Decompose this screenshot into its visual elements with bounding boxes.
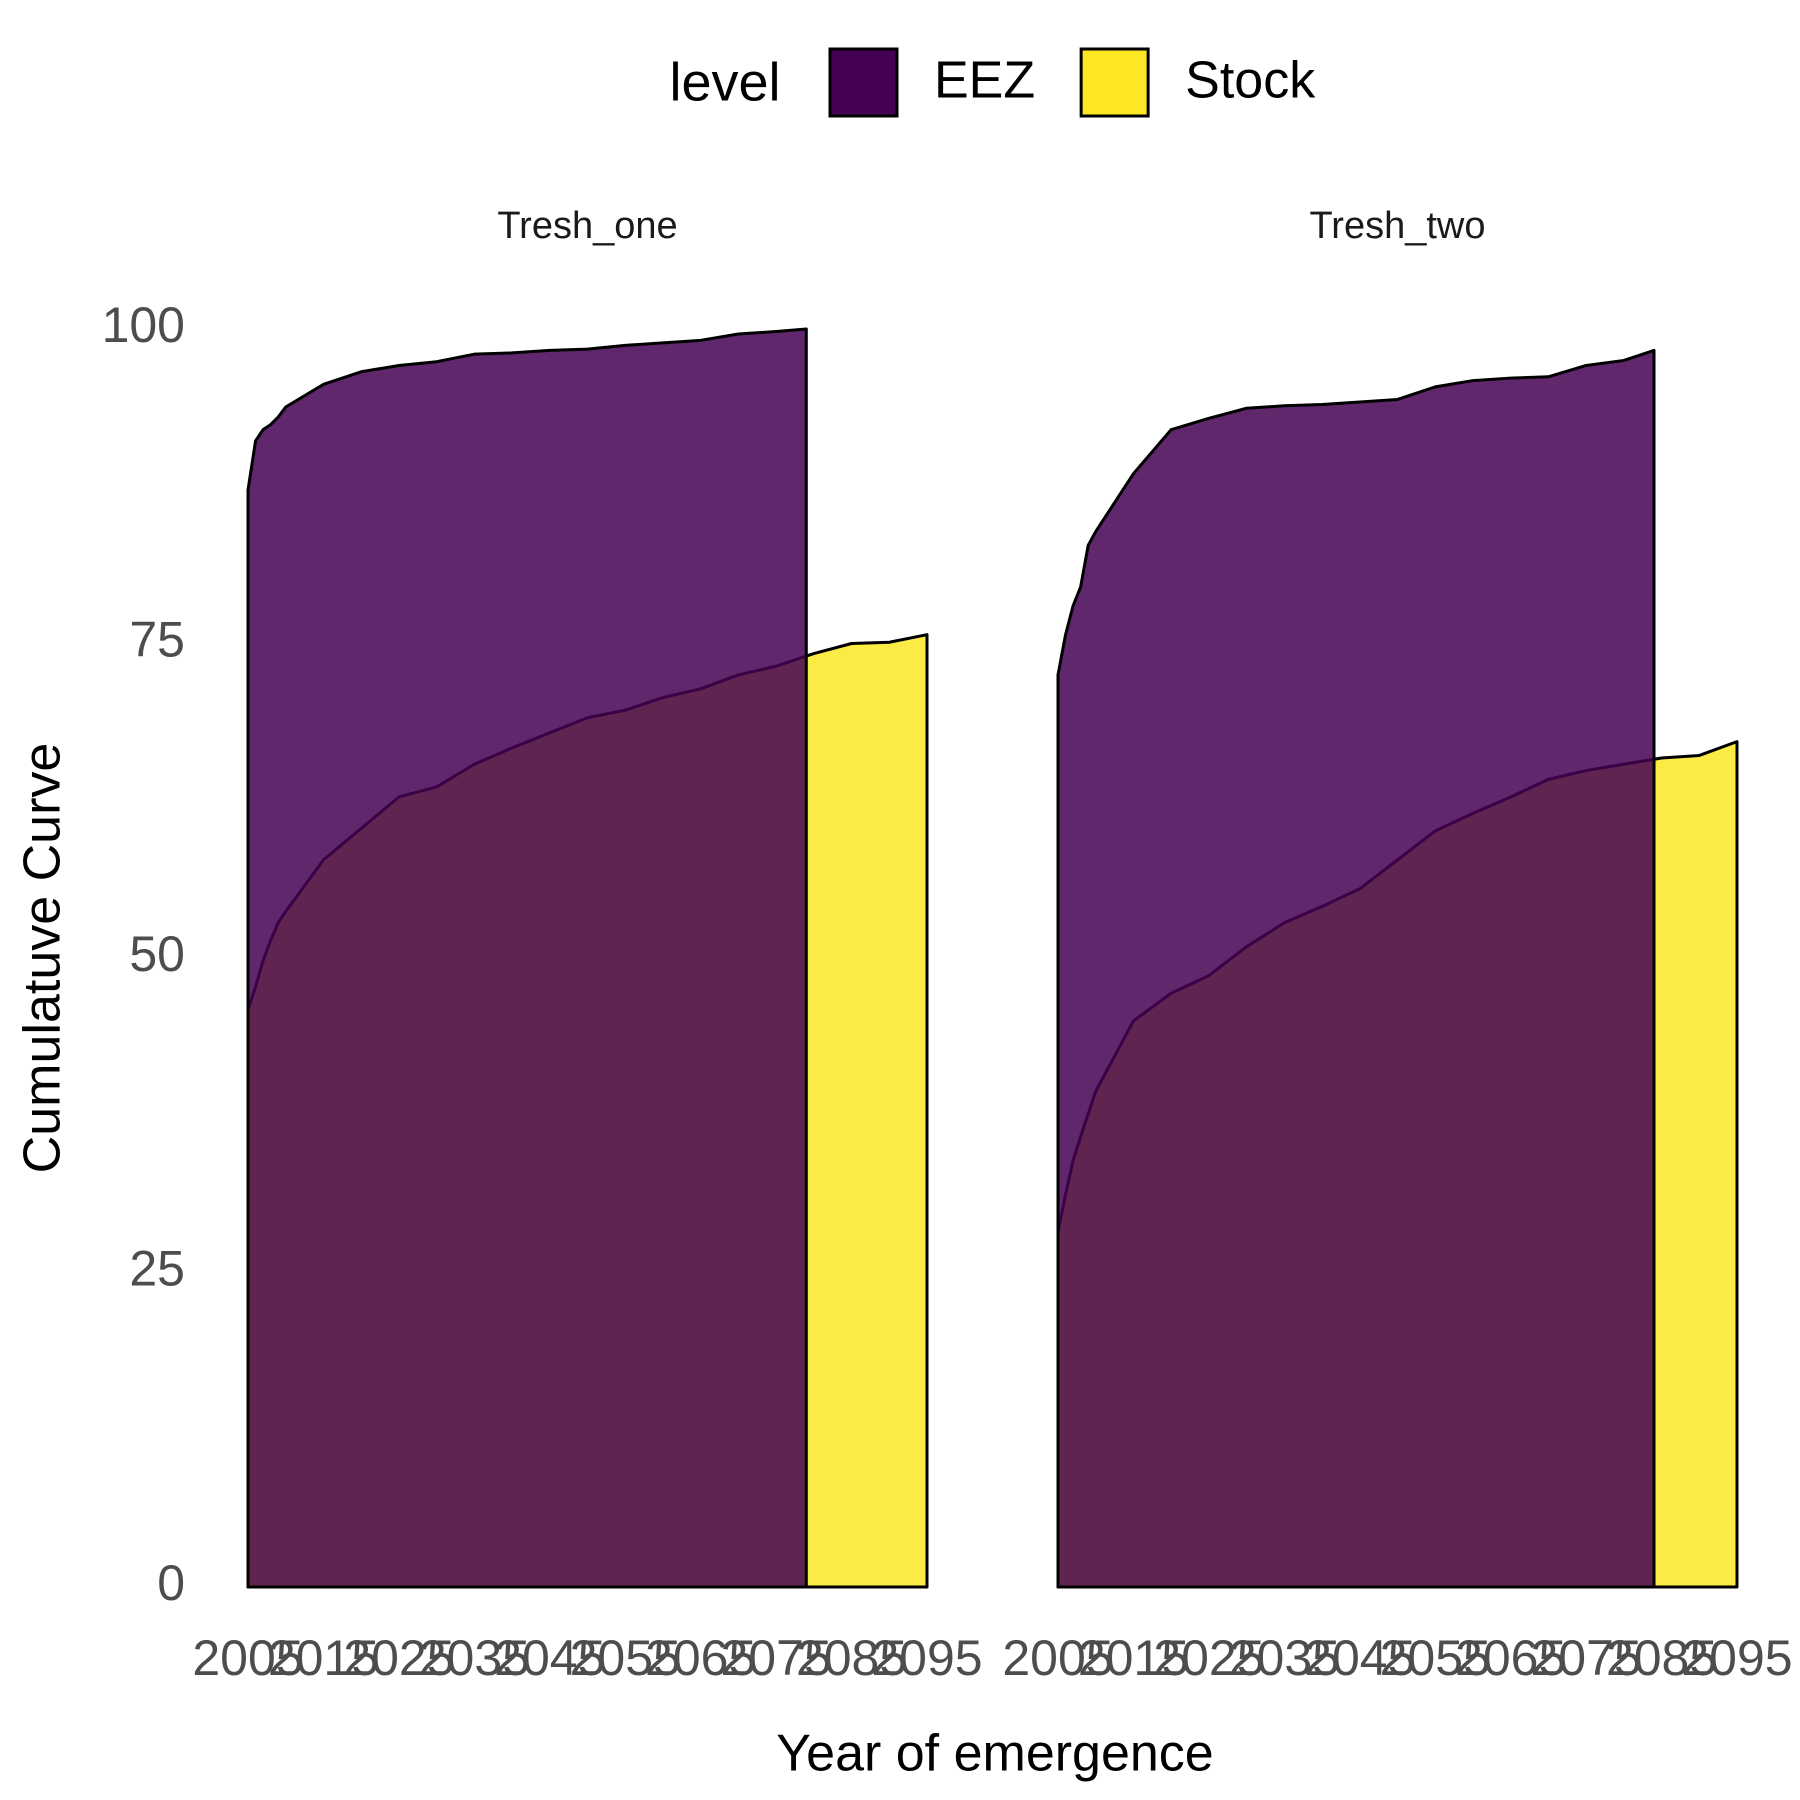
- x-tick-label: 2025: [343, 1630, 454, 1686]
- x-tick-label: 2075: [1530, 1630, 1641, 1686]
- x-tick-label: 2025: [1153, 1630, 1264, 1686]
- y-tick-label: 100: [102, 297, 185, 353]
- legend-key: [1079, 47, 1150, 118]
- x-tick-label: 2085: [796, 1630, 907, 1686]
- y-tick-label: 50: [129, 926, 185, 982]
- x-tick-label: 2005: [1002, 1630, 1113, 1686]
- y-axis-title: Cumulatuve Curve: [14, 743, 72, 1174]
- x-tick-label: 2065: [645, 1630, 756, 1686]
- x-tick-label: 2055: [570, 1630, 681, 1686]
- x-tick-label: 2015: [268, 1630, 379, 1686]
- x-tick-label: 2095: [871, 1630, 982, 1686]
- y-tick-label: 75: [129, 612, 185, 668]
- x-tick-label: 2045: [1304, 1630, 1415, 1686]
- legend-title: level: [669, 52, 780, 112]
- x-tick-label: 2005: [192, 1630, 303, 1686]
- y-tick-label: 0: [157, 1555, 185, 1611]
- area: [1056, 348, 1656, 1589]
- x-tick-label: 2045: [494, 1630, 605, 1686]
- x-axis-title: Year of emergence: [776, 1725, 1213, 1783]
- x-tick-label: 2085: [1606, 1630, 1717, 1686]
- legend-label: Stock: [1185, 52, 1316, 110]
- x-tick-label: 2055: [1380, 1630, 1491, 1686]
- x-tick-label: 2035: [419, 1630, 530, 1686]
- x-tick-label: 2035: [1229, 1630, 1340, 1686]
- facet-title: Tresh_two: [1310, 205, 1486, 247]
- y-tick-label: 25: [129, 1241, 185, 1297]
- x-tick-label: 2075: [720, 1630, 831, 1686]
- facet-title: Tresh_one: [497, 205, 677, 247]
- legend-key: [828, 47, 899, 118]
- area: [246, 327, 808, 1589]
- legend-label: EEZ: [934, 52, 1035, 110]
- x-tick-label: 2065: [1455, 1630, 1566, 1686]
- x-tick-label: 2095: [1681, 1630, 1792, 1686]
- x-tick-label: 2015: [1078, 1630, 1189, 1686]
